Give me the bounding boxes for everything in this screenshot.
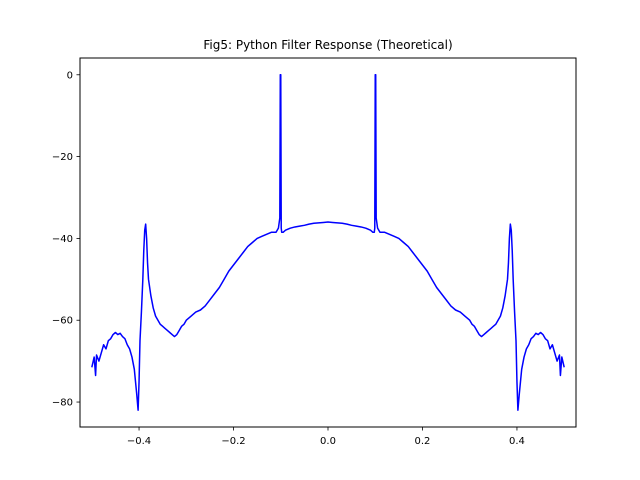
- chart-title: Fig5: Python Filter Response (Theoretica…: [203, 38, 452, 52]
- x-tick-label: 0.4: [509, 436, 525, 447]
- series-line-0: [91, 74, 565, 411]
- plot-frame: [79, 57, 577, 428]
- y-tick-label: 0: [67, 70, 73, 81]
- x-tick-label: 0.0: [320, 436, 336, 447]
- y-tick-label: −60: [52, 316, 73, 327]
- y-tick-label: −80: [52, 398, 73, 409]
- y-tick-label: −20: [52, 152, 73, 163]
- x-tick-label: −0.2: [221, 436, 245, 447]
- y-tick-label: −40: [52, 234, 73, 245]
- x-tick-label: −0.4: [127, 436, 151, 447]
- x-tick-label: 0.2: [415, 436, 431, 447]
- axes-layer: −0.4 −0.2 0.0 0.2 0.4 0 −20 −40 −60 −80: [52, 70, 525, 447]
- plot-layer: [91, 74, 565, 411]
